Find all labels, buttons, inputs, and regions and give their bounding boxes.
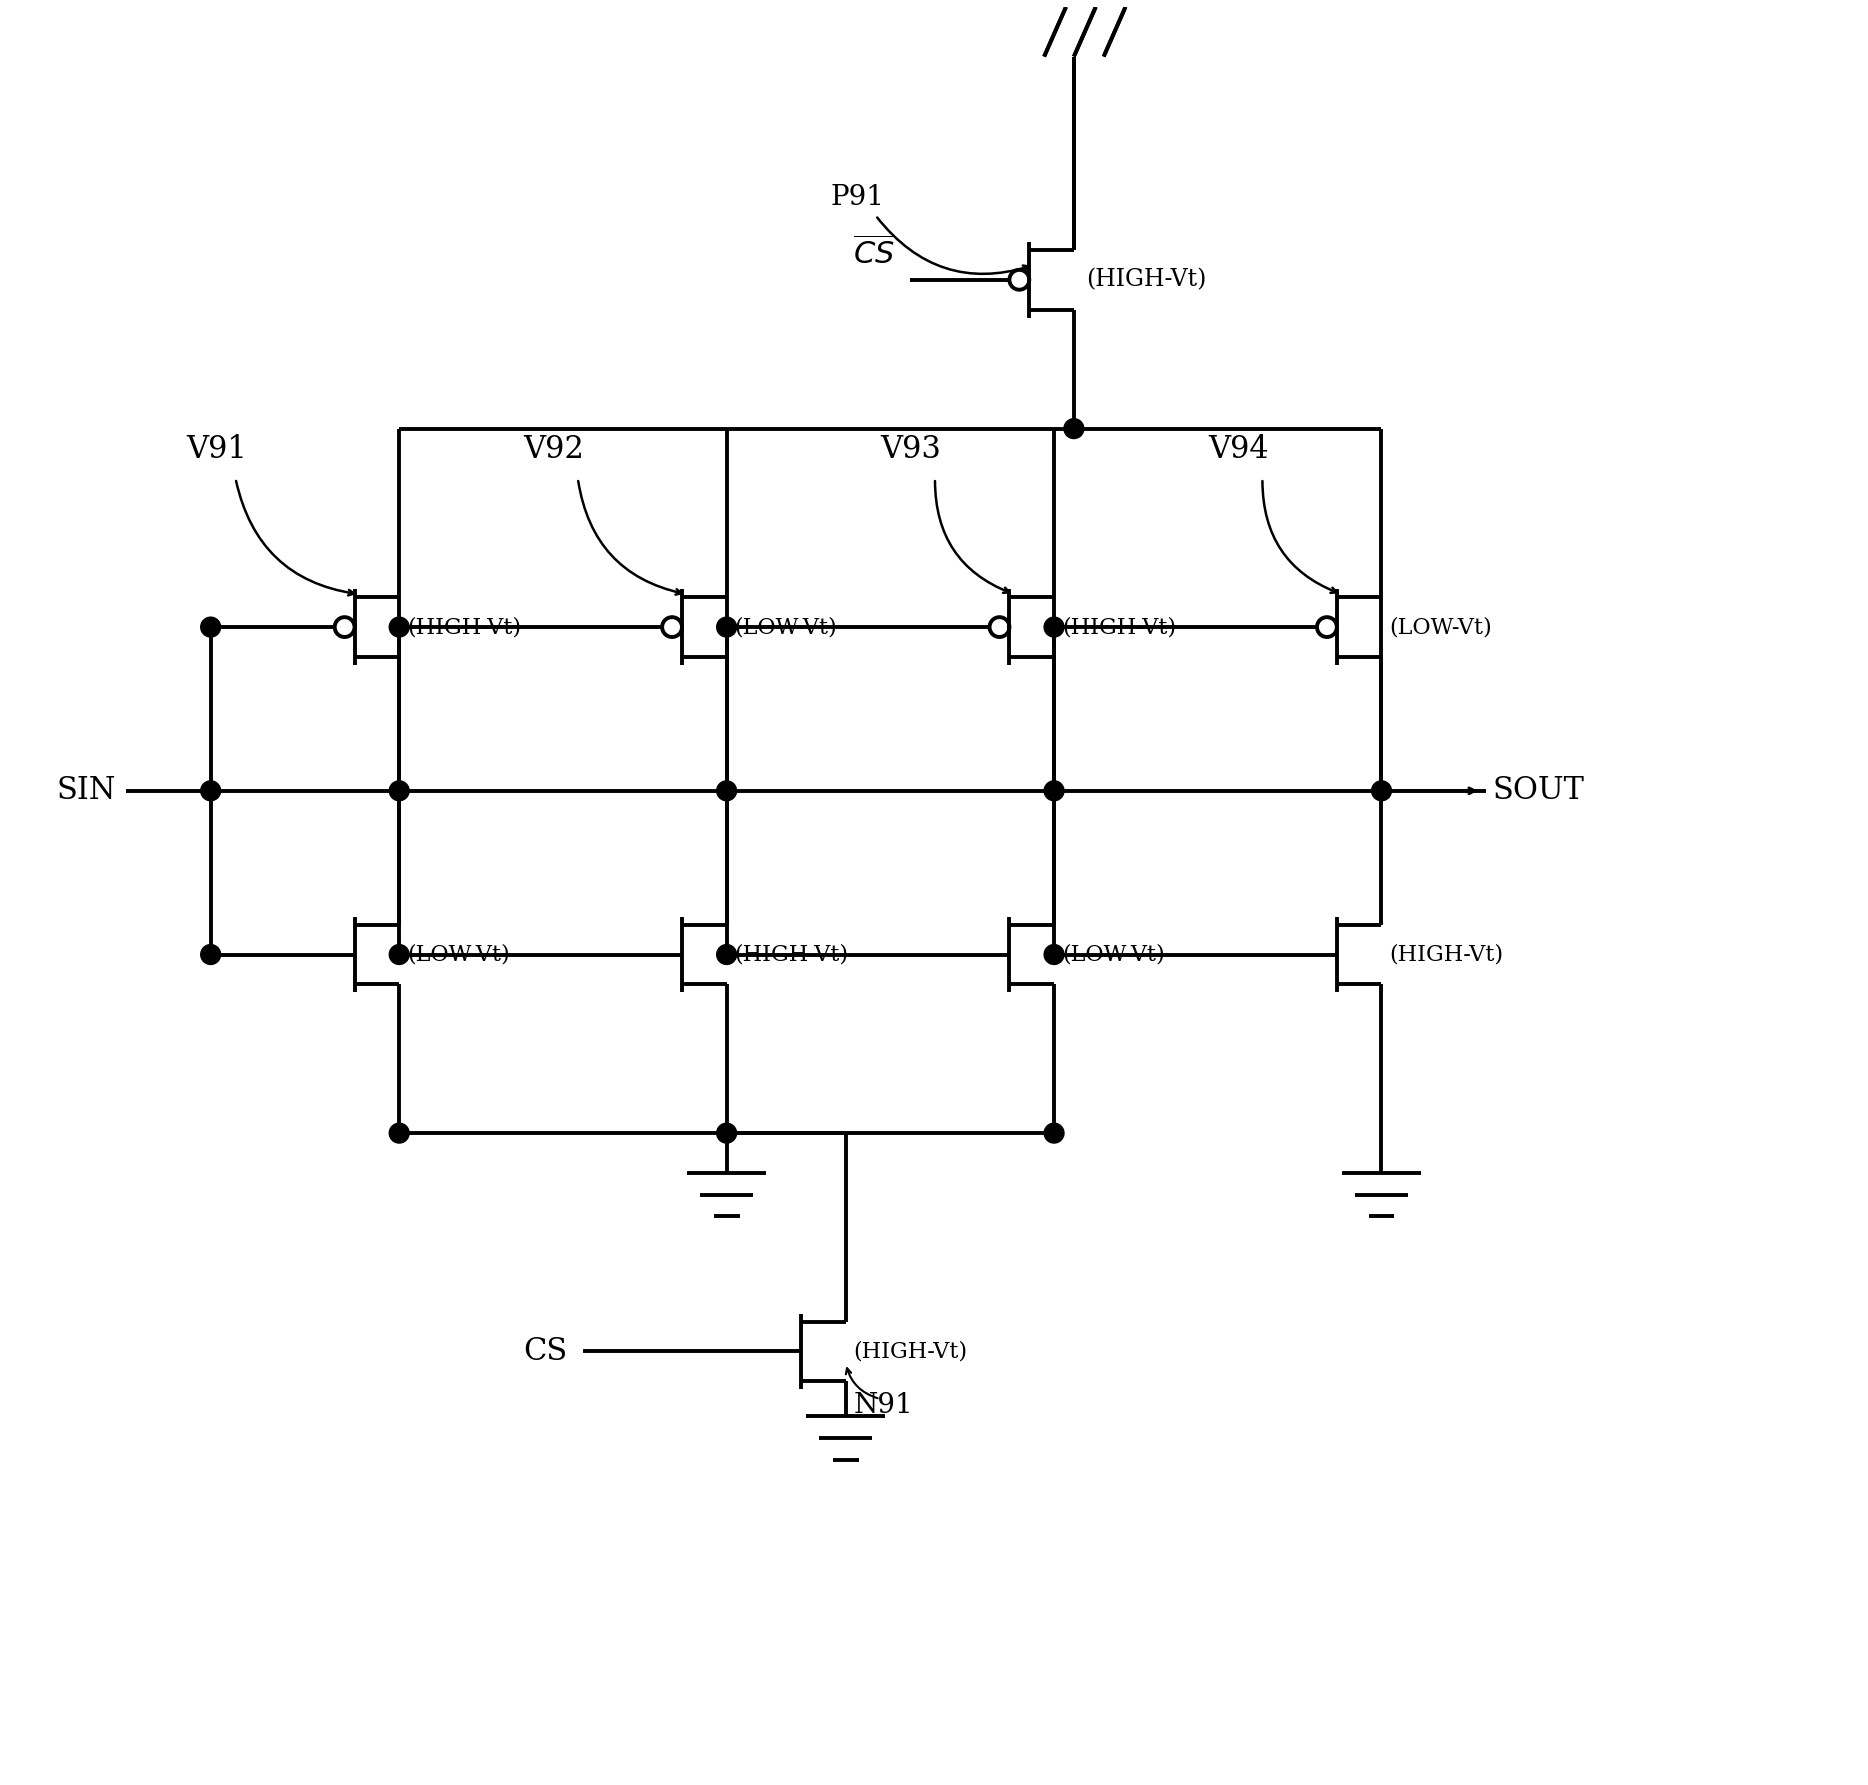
- Text: (HIGH-Vt): (HIGH-Vt): [734, 944, 848, 966]
- Text: V91: V91: [187, 434, 247, 466]
- Circle shape: [717, 1123, 736, 1142]
- Text: (HIGH-Vt): (HIGH-Vt): [1085, 268, 1207, 291]
- Circle shape: [1044, 780, 1065, 801]
- Circle shape: [389, 944, 409, 964]
- Circle shape: [717, 618, 736, 637]
- Text: (HIGH-Vt): (HIGH-Vt): [1063, 616, 1177, 637]
- Text: (LOW-Vt): (LOW-Vt): [1063, 944, 1166, 966]
- Text: V93: V93: [880, 434, 941, 466]
- Text: $\overline{CS}$: $\overline{CS}$: [852, 237, 895, 271]
- Circle shape: [1044, 618, 1065, 637]
- Text: CS: CS: [523, 1335, 568, 1367]
- Circle shape: [389, 1123, 409, 1142]
- Text: (HIGH-Vt): (HIGH-Vt): [1390, 944, 1504, 966]
- Circle shape: [717, 780, 736, 801]
- Text: (LOW-Vt): (LOW-Vt): [734, 616, 837, 637]
- Text: P91: P91: [831, 184, 885, 211]
- Circle shape: [717, 944, 736, 964]
- Text: SIN: SIN: [56, 775, 116, 807]
- Text: (LOW-Vt): (LOW-Vt): [1390, 616, 1493, 637]
- Circle shape: [200, 944, 220, 964]
- Text: (HIGH-Vt): (HIGH-Vt): [854, 1341, 968, 1362]
- Text: V92: V92: [523, 434, 585, 466]
- Circle shape: [1044, 1123, 1065, 1142]
- Text: V94: V94: [1209, 434, 1268, 466]
- Circle shape: [1065, 419, 1083, 439]
- Circle shape: [389, 618, 409, 637]
- Circle shape: [1044, 944, 1065, 964]
- Circle shape: [200, 780, 220, 801]
- Text: SOUT: SOUT: [1493, 775, 1584, 807]
- Circle shape: [200, 618, 220, 637]
- Text: (HIGH-Vt): (HIGH-Vt): [407, 616, 521, 637]
- Circle shape: [1371, 780, 1392, 801]
- Text: N91: N91: [854, 1392, 913, 1419]
- Circle shape: [389, 780, 409, 801]
- Text: (LOW-Vt): (LOW-Vt): [407, 944, 510, 966]
